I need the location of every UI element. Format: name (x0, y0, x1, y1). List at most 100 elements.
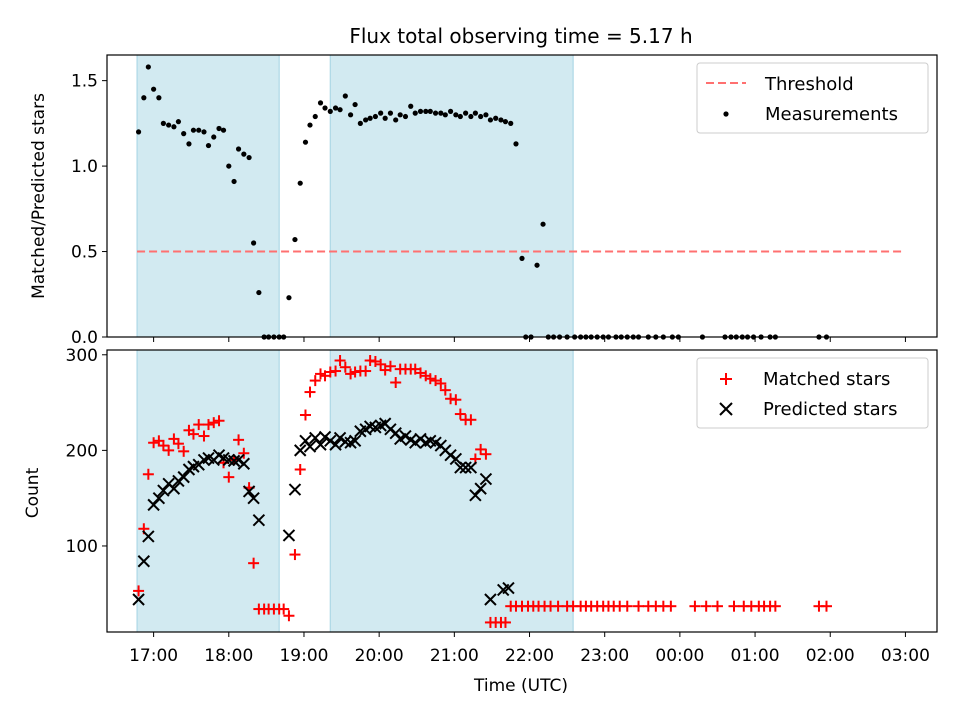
matched-star-point (309, 375, 321, 387)
top-axes-frame (106, 54, 938, 338)
bottom-y-axis-label: Count (23, 467, 43, 518)
predicted-marker-b (232, 453, 245, 467)
bottom-legend: Matched stars Predicted stars (696, 357, 929, 429)
measurement-point (508, 120, 514, 126)
predicted-marker-b (242, 485, 256, 498)
predicted-star-point (399, 429, 412, 443)
predicted-star-point (282, 529, 296, 542)
matched-star-point (499, 616, 511, 628)
predicted-marker-b (454, 461, 467, 474)
measurement-point (463, 110, 469, 116)
top-observing-windows (136, 55, 574, 337)
measurement-point (211, 134, 217, 140)
matched-star-point (304, 386, 316, 398)
predicted-star-point (147, 498, 160, 512)
predicted-star-point (318, 430, 332, 444)
measurement-point (160, 120, 166, 126)
bottom-y-tick-label: 200 (66, 441, 98, 461)
bottom-y-tick-label: 100 (66, 537, 98, 557)
matched-star-point (248, 557, 260, 569)
matched-star-point (711, 600, 723, 612)
predicted-marker-b (474, 482, 487, 495)
measurement-point (312, 113, 318, 120)
measurement-point (357, 120, 363, 126)
predicted-marker-b (217, 451, 230, 465)
predicted-star-point (333, 431, 347, 445)
bottom-x-ticks: 17:00 18:00 19:00 20:00 21:00 22:00 23:00 00:00… (129, 632, 930, 666)
matched-star-point (208, 417, 220, 429)
measurement-point (363, 117, 369, 123)
predicted-star-point (172, 474, 185, 488)
predicted-marker-b (212, 448, 226, 462)
measurement-point (498, 117, 504, 123)
predicted-star-point (449, 452, 463, 466)
measurement-point (220, 127, 227, 133)
measurement-point (468, 113, 474, 120)
predicted-star-point (167, 482, 181, 495)
matched-star-point (148, 437, 160, 449)
measurement-point (342, 93, 348, 99)
bottom-axes-frame (106, 349, 938, 633)
predicted-marker-b (314, 438, 327, 451)
x-tick-label: 03:00 (881, 646, 930, 666)
predicted-marker-b (167, 482, 181, 495)
measurement-point (487, 117, 494, 123)
predicted-marker-b (414, 432, 427, 446)
predicted-marker-b (318, 430, 332, 444)
predicted-star-point (142, 530, 155, 543)
matched-star-point (178, 445, 190, 457)
top-y-tick-label: 1.5 (71, 72, 98, 92)
x-tick-label: 22:00 (505, 646, 554, 666)
x-tick-label: 23:00 (580, 646, 629, 666)
bottom-window-1 (137, 350, 280, 632)
matched-star-point (633, 600, 645, 612)
legend-threshold-label: Threshold (764, 74, 854, 95)
top-y-axis-label: Matched/Predicted stars (29, 93, 49, 299)
measurement-point (347, 112, 354, 118)
measurement-point (540, 221, 546, 227)
measurement-point (447, 108, 454, 114)
matched-star-point (700, 600, 712, 612)
measurement-point (151, 86, 157, 92)
top-legend-box (696, 62, 929, 134)
predicted-star-point (469, 489, 482, 502)
bottom-y-ticks: 100 200 300 (66, 346, 107, 557)
bottom-y-tick-label: 300 (66, 346, 98, 366)
measurement-point (378, 110, 384, 116)
matched-star-point (172, 438, 184, 450)
predicted-star-point (303, 440, 317, 453)
predicted-marker-b (288, 483, 302, 496)
measurement-point (534, 262, 540, 268)
predicted-marker-b (202, 451, 215, 465)
measurement-point (519, 255, 525, 261)
legend-predicted-swatch (719, 402, 733, 416)
measurement-point (302, 139, 309, 145)
top-window-2 (330, 55, 574, 337)
predicted-marker-b (449, 452, 463, 466)
matched-star-point (330, 365, 342, 377)
measurement-points (135, 64, 830, 340)
top-y-tick-label: 0.5 (71, 243, 98, 263)
matched-star-point (475, 443, 487, 455)
matched-star-point (283, 610, 295, 622)
predicted-star-point (242, 485, 256, 498)
measurement-point (175, 119, 182, 125)
predicted-star-point (474, 482, 487, 495)
predicted-marker-b (222, 453, 236, 467)
matched-star-point (142, 468, 154, 480)
matched-star-point (665, 600, 677, 612)
measurement-point (402, 113, 409, 120)
measurement-point (246, 154, 252, 161)
matched-star-point (198, 430, 210, 442)
measurement-point (393, 117, 399, 123)
predicted-star-point (502, 581, 515, 595)
measurement-point (432, 110, 439, 116)
top-y-tick-label: 0.0 (71, 328, 98, 348)
x-axis-label: Time (UTC) (473, 676, 568, 696)
measurement-point (235, 146, 242, 152)
matched-star-point (334, 355, 346, 367)
legend-measurements-swatch (723, 111, 729, 117)
matched-star-point (390, 377, 402, 389)
predicted-star-point (459, 461, 472, 474)
